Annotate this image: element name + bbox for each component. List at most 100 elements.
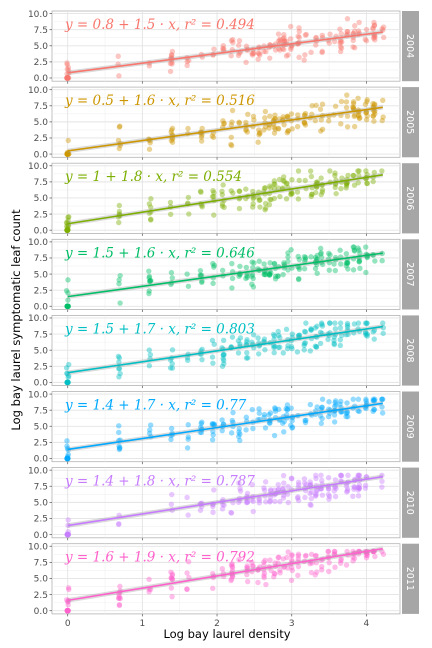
data-point	[301, 476, 308, 482]
data-point	[318, 191, 324, 198]
data-point	[350, 172, 357, 179]
data-point	[319, 396, 326, 402]
facet-strip-label: 2005	[404, 110, 415, 134]
data-point	[255, 139, 261, 145]
data-point	[116, 602, 123, 608]
data-point	[220, 501, 226, 508]
data-point	[317, 340, 324, 347]
data-point	[343, 332, 349, 338]
data-point	[229, 107, 236, 114]
regression-line	[67, 106, 383, 152]
data-point	[337, 40, 343, 46]
data-point	[236, 205, 243, 212]
y-tick-label: 5.0	[34, 270, 49, 280]
data-point	[243, 119, 249, 126]
data-point	[379, 117, 385, 124]
data-point	[313, 472, 319, 479]
data-point	[250, 563, 256, 569]
data-point	[267, 410, 274, 416]
data-point	[309, 560, 315, 566]
data-point	[287, 36, 294, 42]
data-point	[255, 194, 262, 201]
data-point	[351, 555, 358, 561]
data-point	[355, 28, 362, 34]
data-point	[116, 365, 123, 372]
data-point	[363, 474, 370, 480]
data-point	[372, 396, 378, 402]
data-point	[294, 189, 301, 195]
data-point	[371, 102, 378, 108]
data-point	[338, 557, 344, 564]
data-point	[350, 105, 357, 112]
y-tick-label: 0.0	[34, 150, 49, 160]
data-point	[356, 259, 362, 265]
data-point	[116, 374, 122, 380]
data-point	[281, 31, 287, 38]
data-point	[250, 564, 256, 570]
data-point	[229, 573, 236, 580]
data-point	[168, 585, 175, 591]
data-point	[267, 271, 273, 278]
data-point	[275, 486, 282, 492]
data-point	[117, 272, 123, 279]
facet-strip	[402, 467, 419, 538]
data-point	[288, 189, 294, 195]
facet-strip-label: 2011	[404, 567, 415, 591]
data-point	[169, 136, 176, 142]
data-point	[210, 585, 216, 592]
data-point	[308, 327, 315, 333]
data-point	[318, 250, 324, 256]
data-point	[295, 479, 302, 486]
data-point	[268, 487, 274, 493]
data-point	[380, 24, 387, 30]
data-point	[267, 268, 273, 274]
y-tick-label: 0.0	[34, 455, 49, 465]
regression-line	[67, 174, 383, 225]
data-point	[184, 586, 190, 593]
data-point	[229, 561, 235, 567]
data-point	[318, 254, 325, 261]
data-point	[371, 169, 377, 176]
data-point	[338, 472, 344, 479]
data-point	[280, 485, 286, 492]
data-point	[147, 278, 154, 284]
data-point	[116, 202, 123, 209]
data-point	[313, 492, 319, 499]
data-point	[363, 38, 370, 44]
data-point	[295, 196, 302, 202]
data-point	[256, 132, 262, 138]
data-point	[199, 204, 205, 210]
data-point	[66, 361, 72, 368]
facet-strip	[402, 315, 419, 386]
data-point	[356, 485, 363, 492]
data-point	[236, 556, 242, 563]
data-point	[371, 108, 377, 114]
data-point	[380, 97, 386, 104]
data-point	[372, 111, 378, 117]
data-point	[256, 51, 262, 57]
data-point	[318, 117, 324, 123]
data-point	[262, 269, 268, 275]
data-point	[263, 581, 269, 588]
data-point	[356, 168, 362, 174]
data-point	[370, 113, 376, 119]
data-point	[271, 260, 278, 267]
data-point	[256, 500, 263, 506]
data-point	[184, 445, 191, 451]
data-point	[209, 437, 216, 443]
data-point	[317, 412, 324, 419]
data-point	[210, 509, 216, 516]
y-axis-title: Log bay laurel symptomatic leaf count	[9, 209, 23, 431]
data-point	[319, 189, 326, 195]
data-point	[333, 402, 339, 408]
data-point	[302, 256, 309, 263]
data-point	[355, 493, 362, 499]
data-point	[199, 202, 205, 209]
data-point	[364, 331, 371, 337]
data-point	[288, 190, 295, 197]
data-point	[338, 398, 344, 405]
regression-equation: y = 0.8 + 1.5 · x, r² = 0.494	[64, 17, 255, 33]
data-point	[338, 37, 344, 43]
data-point	[371, 406, 378, 413]
regression-equation: y = 1.4 + 1.8 · x, r² = 0.787	[64, 474, 255, 490]
